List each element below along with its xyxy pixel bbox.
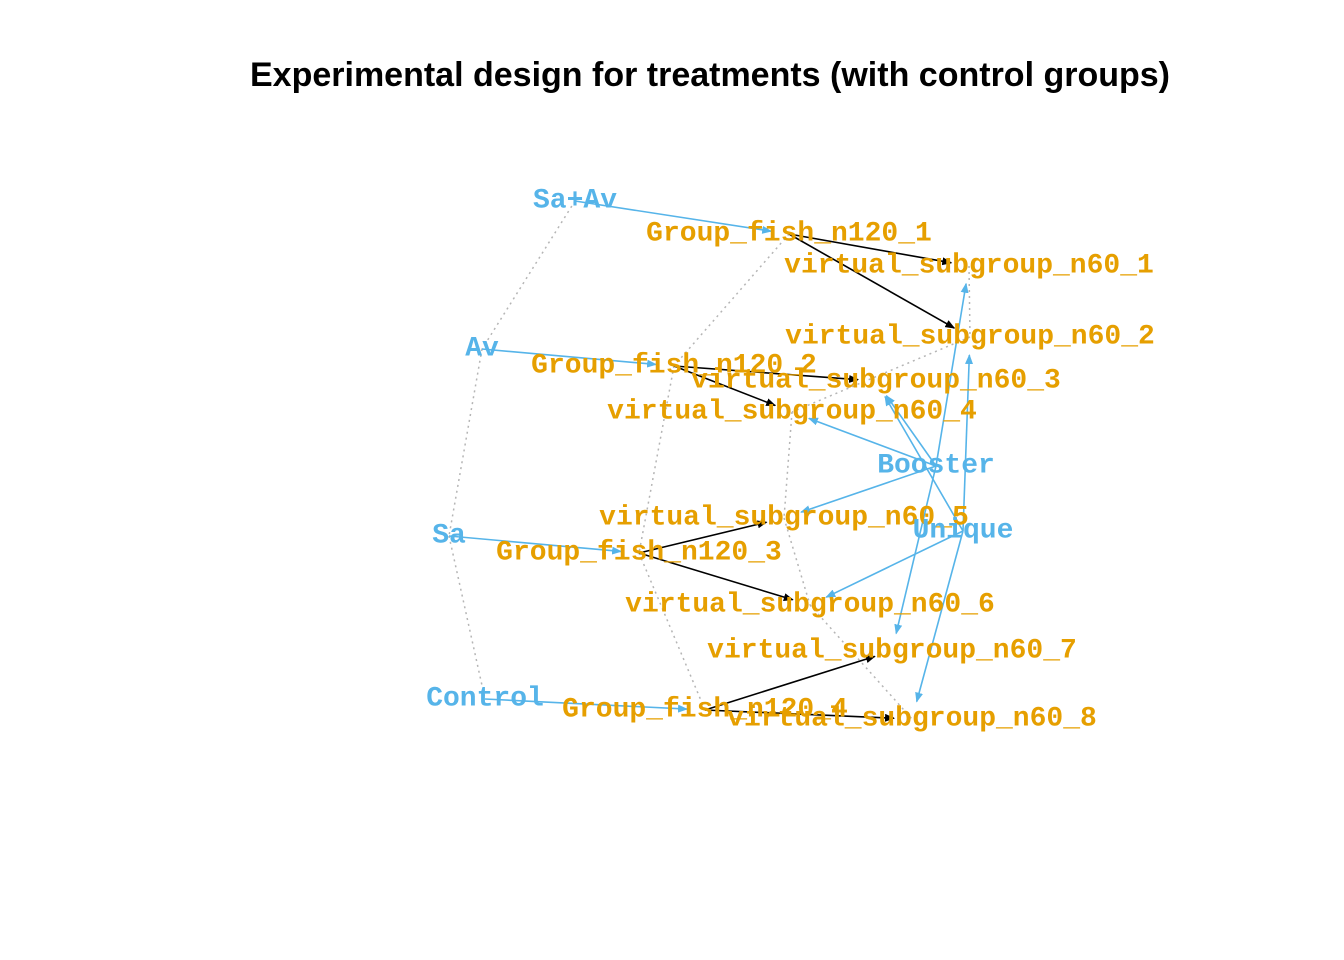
edge-booster-s5	[800, 465, 937, 514]
link-line-g2-g3	[638, 365, 675, 554]
diagram-title: Experimental design for treatments (with…	[250, 56, 1170, 94]
link-line-av-sa	[448, 348, 483, 537]
group-node-g4: Group_fish_n120_4	[562, 695, 848, 726]
link-line-sa-control	[448, 535, 486, 700]
edge-g4-s8	[704, 709, 896, 722]
subgroup-node-s2: virtual_subgroup_n60_2	[785, 322, 1155, 353]
edge-control-g4	[484, 698, 689, 713]
mode-node-unique: Unique	[913, 516, 1014, 547]
link-line-s2-s4	[791, 336, 971, 413]
link-line-sa_av-av	[481, 200, 576, 350]
treatment-node-control: Control	[426, 684, 544, 715]
subgroup-node-s8: virtual_subgroup_n60_8	[727, 704, 1097, 735]
edge-g2-s3	[673, 365, 860, 383]
treatment-node-sa_av: Sa+Av	[533, 186, 617, 217]
link-line-g3-g4	[638, 552, 706, 711]
link-line-g1-g2	[673, 233, 790, 367]
subgroup-node-s7: virtual_subgroup_n60_7	[707, 636, 1077, 667]
edge-g1-s2	[788, 233, 956, 329]
nodes: Sa+Av Av Sa Control Group_fish_n120_1 Group_f…	[426, 186, 1155, 735]
treatment-node-av: Av	[465, 334, 499, 365]
edge-unique-s8	[915, 530, 964, 703]
link-line-s6-s8	[809, 604, 913, 720]
edge-g3-s6	[638, 552, 794, 601]
edges	[448, 200, 974, 722]
group-node-g3: Group_fish_n120_3	[496, 538, 782, 569]
edge-unique-s2	[962, 353, 974, 532]
group-node-g2: Group_fish_n120_2	[531, 351, 817, 382]
edge-av-g2	[481, 348, 658, 368]
edge-booster-s1	[935, 282, 969, 467]
edge-sa_av-g1	[574, 200, 773, 234]
link-lines	[448, 200, 971, 720]
edge-g3-s5	[638, 520, 768, 554]
edge-g1-s1	[788, 233, 953, 266]
edge-unique-s6	[825, 530, 964, 598]
edge-g2-s4	[673, 365, 777, 407]
edge-g4-s7	[704, 655, 876, 711]
subgroup-node-s1: virtual_subgroup_n60_1	[784, 251, 1154, 282]
edge-booster-s7	[894, 465, 937, 635]
subgroup-node-s6: virtual_subgroup_n60_6	[625, 590, 995, 621]
edge-booster-s3	[885, 394, 937, 467]
mode-node-booster: Booster	[877, 451, 995, 482]
group-node-g1: Group_fish_n120_1	[646, 219, 932, 250]
subgroup-node-s3: virtual_subgroup_n60_3	[691, 366, 1061, 397]
edge-unique-s3	[884, 395, 964, 532]
treatment-node-sa: Sa	[432, 521, 466, 552]
edge-sa-g3	[448, 535, 623, 555]
subgroup-node-s4: virtual_subgroup_n60_4	[607, 397, 977, 428]
subgroup-node-s5: virtual_subgroup_n60_5	[599, 503, 969, 534]
edge-booster-s4	[807, 417, 937, 467]
